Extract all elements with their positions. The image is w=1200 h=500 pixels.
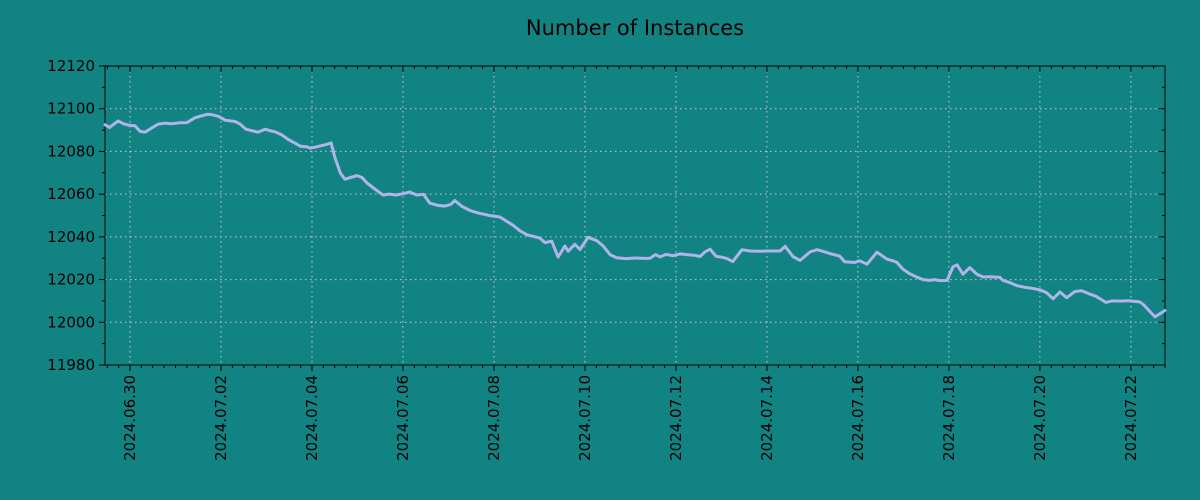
x-tick-label: 2024.07.22 [1122,375,1140,461]
y-tick-label: 12040 [47,228,95,246]
y-tick-label: 12060 [47,185,95,203]
axis-labels: 11980 12000 12020 12040 12060 12080 12100 12120… [47,57,1140,461]
y-tick-label: 12000 [47,313,95,331]
x-tick-label: 2024.07.02 [212,375,230,461]
y-tick-label: 11980 [47,356,95,374]
plot-frame [104,65,1166,366]
x-tick-label: 2024.06.30 [121,375,139,461]
x-tick-label: 2024.07.14 [758,375,776,461]
y-tick-label: 12120 [47,57,95,75]
chart-title: Number of Instances [525,16,745,40]
y-tick-label: 12020 [47,271,95,289]
x-tick-label: 2024.07.04 [303,375,321,461]
y-tick-label: 12100 [47,100,95,118]
y-tick-label: 12080 [47,142,95,160]
x-tick-label: 2024.07.16 [849,375,867,461]
data-line-instances [103,112,1167,319]
x-tick-label: 2024.07.08 [485,375,503,461]
x-tick-label: 2024.07.12 [667,375,685,461]
x-tick-label: 2024.07.10 [576,375,594,461]
x-tick-label: 2024.07.06 [394,375,412,461]
axis-ticks [99,65,1166,371]
x-tick-label: 2024.07.18 [940,375,958,461]
x-tick-label: 2024.07.20 [1031,375,1049,461]
gridlines [105,65,1165,366]
